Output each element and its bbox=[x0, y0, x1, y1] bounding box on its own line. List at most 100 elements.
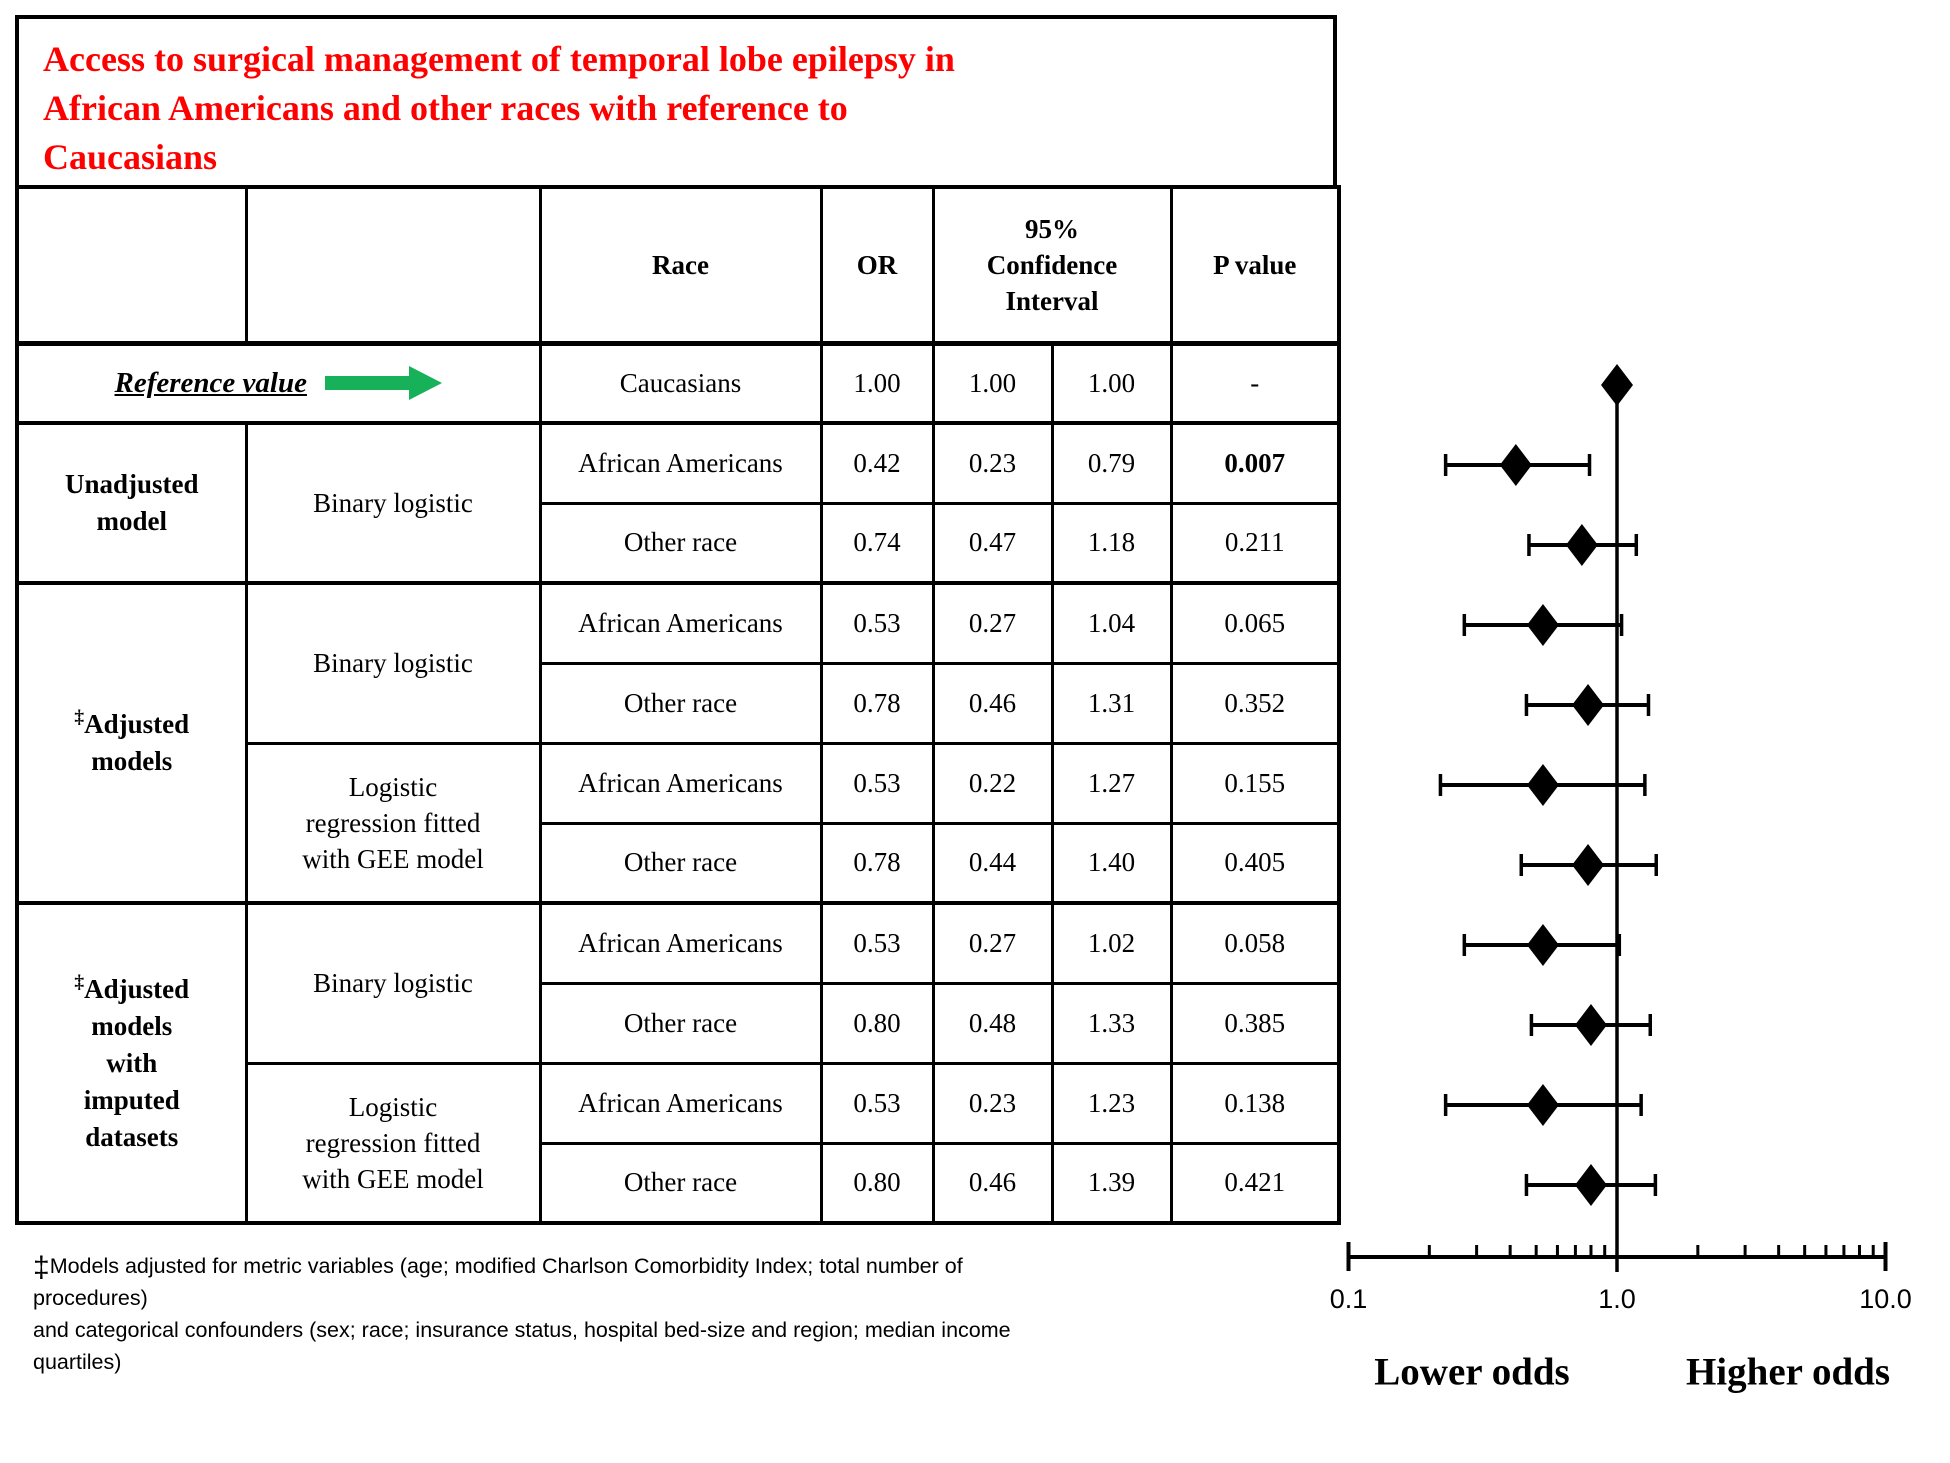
table-header-row: Race OR 95% Confidence Interval P value bbox=[15, 185, 1341, 346]
reference-value: Reference value bbox=[25, 363, 533, 403]
ci-high-cell: 1.27 bbox=[1050, 741, 1173, 825]
race-cell: African Americans bbox=[538, 741, 823, 825]
ci-low-cell: 0.46 bbox=[931, 1141, 1054, 1225]
figure-title: Access to surgical management of tempora… bbox=[15, 15, 1337, 185]
ci-high-cell: 1.40 bbox=[1050, 821, 1173, 905]
header-race: Race bbox=[538, 185, 823, 346]
method-cell: Binary logistic bbox=[244, 901, 542, 1065]
footnote: ‡Models adjusted for metric variables (a… bbox=[33, 1251, 1011, 1375]
table-row: ‡Adjusted models Binary logistic African Am… bbox=[15, 581, 1341, 905]
ci-high-cell: 1.39 bbox=[1050, 1141, 1173, 1225]
method-cell: Logistic regression fitted with GEE model bbox=[244, 1061, 542, 1225]
ci-high-cell: 1.33 bbox=[1050, 981, 1173, 1065]
p-value-cell: 0.138 bbox=[1169, 1061, 1341, 1145]
race-cell: Caucasians bbox=[538, 341, 823, 425]
or-cell: 0.80 bbox=[819, 1141, 935, 1225]
p-value-cell: 0.007 bbox=[1169, 421, 1341, 505]
race-cell: Other race bbox=[538, 821, 823, 905]
diamond-marker bbox=[1601, 364, 1633, 406]
or-cell: 0.53 bbox=[819, 1061, 935, 1145]
or-cell: 0.53 bbox=[819, 741, 935, 825]
reference-value-label: Reference value bbox=[114, 366, 307, 399]
race-cell: African Americans bbox=[538, 421, 823, 505]
ci-low-cell: 0.23 bbox=[931, 421, 1054, 505]
header-empty-1 bbox=[15, 185, 248, 346]
ci-high-cell: 1.31 bbox=[1050, 661, 1173, 745]
lower-odds-label: Lower odds bbox=[1374, 1350, 1570, 1394]
p-value-cell: 0.385 bbox=[1169, 981, 1341, 1065]
ci-low-cell: 1.00 bbox=[931, 341, 1054, 425]
header-confidence-interval: 95% Confidence Interval bbox=[931, 185, 1173, 346]
diamond-marker bbox=[1526, 604, 1559, 646]
ci-high-cell: 1.02 bbox=[1050, 901, 1173, 985]
dagger-symbol: ‡ bbox=[33, 1251, 50, 1284]
ci-low-cell: 0.27 bbox=[931, 581, 1054, 665]
diamond-marker bbox=[1565, 524, 1598, 566]
higher-odds-label: Higher odds bbox=[1685, 1350, 1891, 1394]
diamond-marker bbox=[1574, 1164, 1607, 1206]
results-table: Race OR 95% Confidence Interval P value Re… bbox=[15, 185, 1341, 1225]
diamond-marker bbox=[1572, 684, 1605, 726]
table-row: Reference value Caucasians 1.00 1.00 1.00- bbox=[15, 341, 1341, 425]
header-or: OR bbox=[819, 185, 935, 346]
p-value-cell: 0.421 bbox=[1169, 1141, 1341, 1225]
reference-value-cell: Reference value bbox=[15, 341, 542, 425]
ci-high-cell: 1.04 bbox=[1050, 581, 1173, 665]
race-cell: Other race bbox=[538, 1141, 823, 1225]
header-empty-2 bbox=[244, 185, 542, 346]
diamond-marker bbox=[1526, 764, 1559, 806]
method-cell: Logistic regression fitted with GEE model bbox=[244, 741, 542, 905]
model-group-cell: ‡Adjusted models with imputed datasets bbox=[15, 901, 248, 1225]
ci-low-cell: 0.47 bbox=[931, 501, 1054, 585]
diamond-marker bbox=[1572, 844, 1605, 886]
ci-high-cell: 1.23 bbox=[1050, 1061, 1173, 1145]
or-cell: 0.42 bbox=[819, 421, 935, 505]
race-cell: Other race bbox=[538, 981, 823, 1065]
ci-high-cell: 0.79 bbox=[1050, 421, 1173, 505]
p-value-cell: 0.058 bbox=[1169, 901, 1341, 985]
p-value-cell: 0.065 bbox=[1169, 581, 1341, 665]
table-row: Unadjusted model Binary logistic African Am… bbox=[15, 421, 1341, 585]
p-value-cell: 0.211 bbox=[1169, 501, 1341, 585]
ci-high-cell: 1.18 bbox=[1050, 501, 1173, 585]
x-axis-tick-label: 10.0 bbox=[1859, 1284, 1912, 1314]
or-cell: 0.53 bbox=[819, 581, 935, 665]
race-cell: African Americans bbox=[538, 1061, 823, 1145]
header-p-value: P value bbox=[1169, 185, 1341, 346]
or-cell: 0.78 bbox=[819, 661, 935, 745]
diamond-marker bbox=[1574, 1004, 1607, 1046]
race-cell: Other race bbox=[538, 661, 823, 745]
table-row: Other race 0.74 0.47 1.18 0.211 bbox=[17, 501, 1341, 585]
method-cell: Binary logistic bbox=[244, 581, 542, 745]
or-cell: 1.00 bbox=[819, 341, 935, 425]
race-cell: Other race bbox=[538, 501, 823, 585]
p-value-cell: 0.405 bbox=[1169, 821, 1341, 905]
ci-low-cell: 0.46 bbox=[931, 661, 1054, 745]
ci-high-cell: 1.00 bbox=[1050, 341, 1173, 425]
table-row: Other race 0.80 0.48 1.33 0.385 bbox=[17, 981, 1341, 1065]
ci-low-cell: 0.23 bbox=[931, 1061, 1054, 1145]
model-group-cell: ‡Adjusted models bbox=[15, 581, 248, 905]
ci-low-cell: 0.27 bbox=[931, 901, 1054, 985]
ci-low-cell: 0.48 bbox=[931, 981, 1054, 1065]
x-axis-tick-label: 0.1 bbox=[1330, 1284, 1368, 1314]
x-axis-tick-label: 1.0 bbox=[1598, 1284, 1636, 1314]
model-group-cell: Unadjusted model bbox=[15, 421, 248, 585]
table-row: Other race 0.78 0.44 1.40 0.405 bbox=[17, 821, 1341, 905]
results-table-panel: Access to surgical management of tempora… bbox=[15, 15, 1341, 1225]
p-value-cell: - bbox=[1169, 341, 1341, 425]
ci-low-cell: 0.44 bbox=[931, 821, 1054, 905]
or-cell: 0.80 bbox=[819, 981, 935, 1065]
p-value-cell: 0.155 bbox=[1169, 741, 1341, 825]
p-value-cell: 0.352 bbox=[1169, 661, 1341, 745]
ci-low-cell: 0.22 bbox=[931, 741, 1054, 825]
or-cell: 0.78 bbox=[819, 821, 935, 905]
table-row: Other race 0.80 0.46 1.39 0.421 bbox=[17, 1141, 1341, 1225]
green-arrow-icon bbox=[324, 366, 442, 401]
race-cell: African Americans bbox=[538, 581, 823, 665]
table-row: Other race 0.78 0.46 1.31 0.352 bbox=[17, 661, 1341, 745]
diamond-marker bbox=[1499, 444, 1532, 486]
table-row: Logistic regression fitted with GEE model A… bbox=[17, 1061, 1341, 1225]
